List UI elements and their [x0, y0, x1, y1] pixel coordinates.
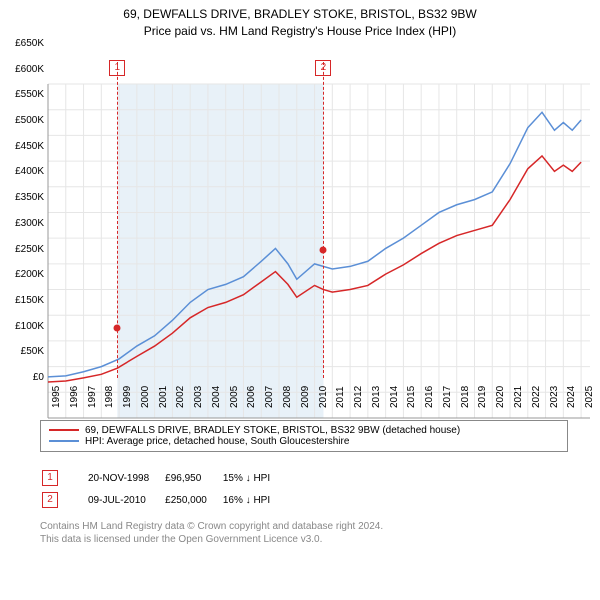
x-axis-label: 2011 [335, 386, 346, 408]
x-axis-label: 2001 [158, 386, 169, 408]
transaction-dot [114, 325, 121, 332]
chart-title: 69, DEWFALLS DRIVE, BRADLEY STOKE, BRIST… [0, 0, 600, 40]
x-axis-label: 2005 [229, 386, 240, 408]
x-axis-label: 2003 [193, 386, 204, 408]
transaction-marker: 2 [315, 60, 331, 76]
x-axis-label: 2013 [371, 386, 382, 408]
legend-item: HPI: Average price, detached house, Sout… [49, 436, 559, 447]
y-axis-label: £100K [2, 321, 44, 332]
y-axis-label: £450K [2, 141, 44, 152]
transaction-guideline [323, 62, 324, 378]
x-axis-label: 2009 [300, 386, 311, 408]
x-axis-label: 2025 [584, 386, 595, 408]
x-axis-label: 2020 [495, 386, 506, 408]
x-axis-label: 2018 [460, 386, 471, 408]
transaction-table: 1 20-NOV-1998£96,95015% ↓ HPI 2 09-JUL-2… [40, 466, 286, 512]
x-axis-label: 1999 [122, 386, 133, 408]
x-axis-label: 2019 [477, 386, 488, 408]
x-axis-label: 1996 [69, 386, 80, 408]
y-axis-label: £150K [2, 295, 44, 306]
x-axis-label: 2024 [566, 386, 577, 408]
y-axis-label: £200K [2, 269, 44, 280]
x-axis-label: 2023 [549, 386, 560, 408]
copyright-notice: Contains HM Land Registry data © Crown c… [40, 520, 383, 546]
x-axis-label: 1998 [104, 386, 115, 408]
y-axis-label: £400K [2, 166, 44, 177]
x-axis-label: 2017 [442, 386, 453, 408]
x-axis-label: 2004 [211, 386, 222, 408]
chart-plot [0, 40, 600, 600]
x-axis-label: 2007 [264, 386, 275, 408]
transaction-row: 2 09-JUL-2010£250,00016% ↓ HPI [42, 490, 284, 510]
transaction-row: 1 20-NOV-1998£96,95015% ↓ HPI [42, 468, 284, 488]
y-axis-label: £500K [2, 115, 44, 126]
y-axis-label: £600K [2, 64, 44, 75]
transaction-marker: 1 [109, 60, 125, 76]
y-axis-label: £350K [2, 192, 44, 203]
transaction-dot [320, 246, 327, 253]
x-axis-label: 2006 [246, 386, 257, 408]
x-axis-label: 1995 [51, 386, 62, 408]
x-axis-label: 2014 [389, 386, 400, 408]
y-axis-label: £0 [2, 372, 44, 383]
x-axis-label: 1997 [87, 386, 98, 408]
x-axis-label: 2002 [175, 386, 186, 408]
legend-item: 69, DEWFALLS DRIVE, BRADLEY STOKE, BRIST… [49, 425, 559, 436]
y-axis-label: £550K [2, 89, 44, 100]
x-axis-label: 2016 [424, 386, 435, 408]
legend-box: 69, DEWFALLS DRIVE, BRADLEY STOKE, BRIST… [40, 420, 568, 452]
x-axis-label: 2012 [353, 386, 364, 408]
x-axis-label: 2010 [318, 386, 329, 408]
x-axis-label: 2000 [140, 386, 151, 408]
y-axis-label: £300K [2, 218, 44, 229]
x-axis-label: 2008 [282, 386, 293, 408]
x-axis-label: 2022 [531, 386, 542, 408]
x-axis-label: 2021 [513, 386, 524, 408]
y-axis-label: £50K [2, 346, 44, 357]
y-axis-label: £650K [2, 38, 44, 49]
x-axis-label: 2015 [406, 386, 417, 408]
y-axis-label: £250K [2, 244, 44, 255]
